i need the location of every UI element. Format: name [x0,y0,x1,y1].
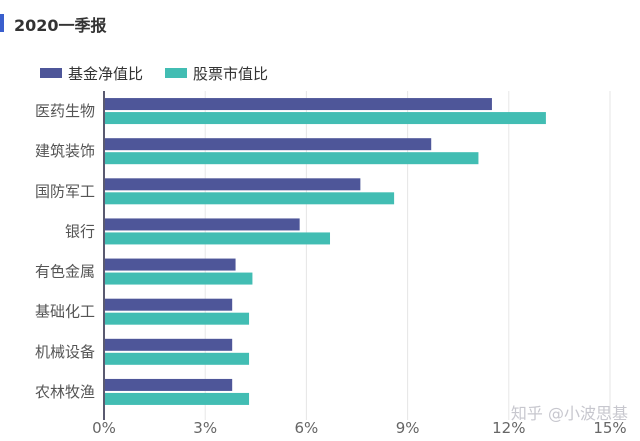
legend-swatch-market [165,68,188,78]
bar-fund [104,138,432,151]
category-label: 国防军工 [35,182,95,200]
category-label: 医药生物 [35,102,95,120]
bar-market [104,392,250,405]
bar-fund [104,98,492,111]
title-accent-bar [0,14,4,32]
category-label: 有色金属 [35,263,95,281]
legend-item-fund[interactable]: 基金净值比 [40,63,143,84]
x-tick-label: 12% [492,419,525,437]
x-tick-label: 9% [396,419,420,437]
watermark: 知乎 @小波思基 [510,404,628,423]
chart-legend: 基金净值比 股票市值比 [40,62,290,84]
bar-market [104,232,331,245]
legend-label-market: 股票市值比 [193,64,269,83]
category-label: 基础化工 [35,303,95,321]
bar-fund [104,218,300,231]
bar-market [104,192,395,205]
x-tick-label: 3% [193,419,217,437]
page-title: 2020一季报 [14,16,107,35]
bar-fund [104,298,233,311]
bar-market [104,112,546,125]
category-label: 银行 [65,222,95,240]
legend-label-fund: 基金净值比 [68,64,144,83]
bar-market [104,352,250,365]
x-tick-label: 6% [295,419,319,437]
bar-fund [104,178,361,191]
bar-fund [104,258,236,271]
legend-item-market[interactable]: 股票市值比 [165,63,268,84]
bar-fund [104,338,233,351]
bar-market [104,312,250,325]
x-tick-label: 0% [92,419,116,437]
bar-market [104,272,253,285]
category-label: 农林牧渔 [35,383,95,401]
bar-market [104,152,479,165]
category-label: 机械设备 [35,343,95,361]
x-tick-label: 15% [593,419,626,437]
category-label: 建筑装饰 [35,142,95,160]
legend-swatch-fund [40,68,62,78]
bar-fund [104,378,233,391]
